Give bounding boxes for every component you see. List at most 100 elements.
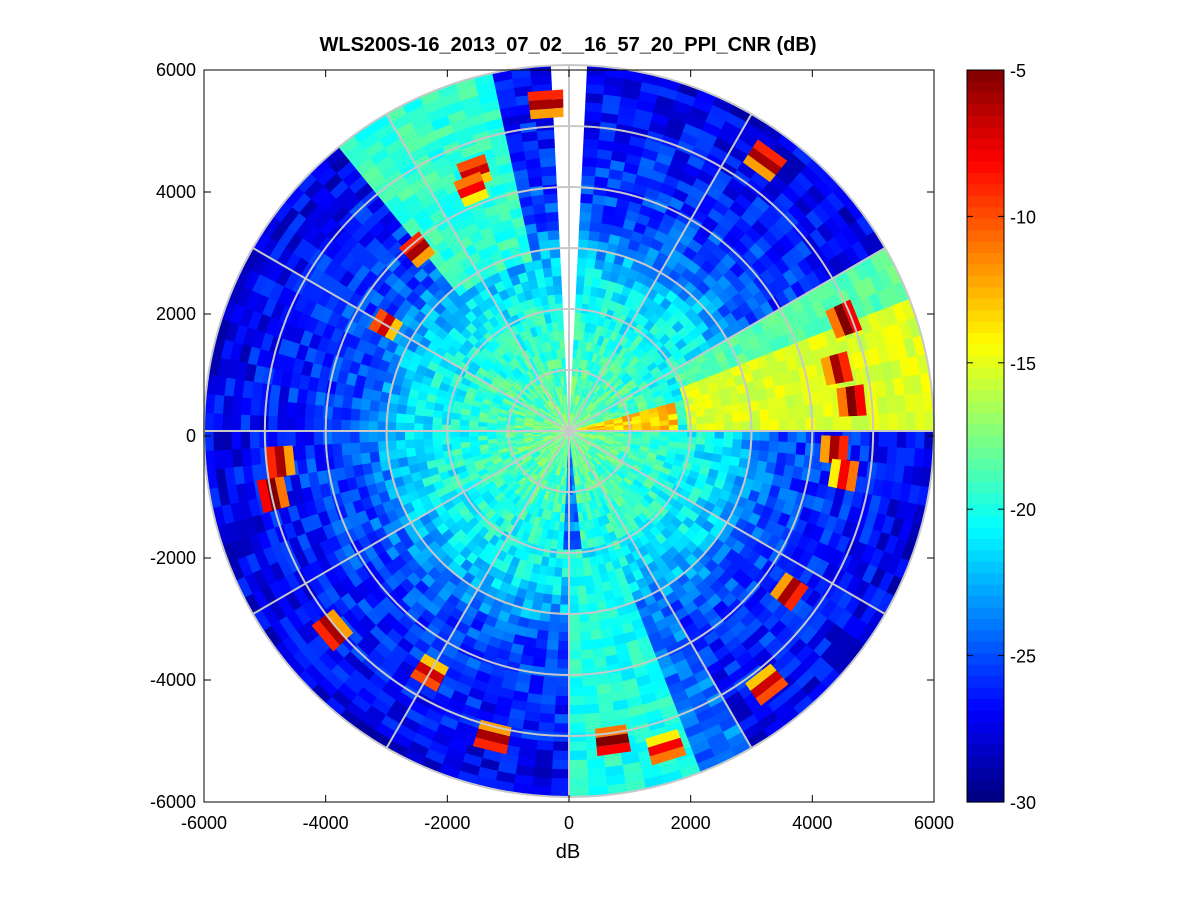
data-cell	[259, 564, 277, 586]
colorbar-segment	[967, 538, 1004, 551]
data-cell	[876, 247, 895, 270]
data-cell	[857, 460, 869, 480]
data-cell	[836, 250, 855, 272]
data-cell	[463, 695, 483, 710]
data-cell	[487, 484, 499, 495]
data-cell	[352, 384, 365, 399]
data-cell	[639, 352, 651, 365]
data-cell	[588, 392, 597, 402]
hard-target-echo	[845, 460, 860, 492]
data-cell	[338, 134, 361, 155]
data-cell	[390, 383, 402, 396]
data-cell	[625, 397, 636, 406]
data-cell	[415, 398, 427, 409]
data-cell	[587, 471, 595, 482]
data-cell	[534, 466, 543, 476]
data-cell	[889, 481, 903, 503]
data-cell	[505, 390, 516, 400]
data-cell	[515, 177, 532, 190]
data-cell	[552, 275, 562, 286]
data-cell	[524, 438, 534, 444]
data-cell	[541, 426, 552, 430]
data-cell	[844, 575, 863, 597]
data-cell	[575, 567, 585, 578]
data-cell	[514, 587, 527, 600]
data-cell	[582, 285, 593, 296]
data-cell	[604, 434, 615, 439]
data-cell	[535, 497, 544, 509]
data-cell	[653, 618, 670, 633]
data-cell	[711, 398, 723, 409]
data-cell	[704, 415, 716, 425]
data-cell	[506, 236, 520, 249]
data-cell	[571, 394, 575, 405]
data-cell	[709, 145, 730, 163]
data-cell	[627, 382, 639, 392]
data-cell	[557, 530, 565, 541]
data-cell	[525, 442, 536, 448]
data-cell	[517, 463, 527, 472]
data-cell	[537, 230, 550, 242]
data-cell	[530, 776, 552, 788]
data-cell	[354, 474, 367, 489]
data-cell	[379, 459, 391, 472]
data-cell	[418, 715, 440, 733]
data-cell	[622, 476, 634, 487]
data-cell	[359, 451, 372, 465]
data-cell	[554, 474, 560, 485]
data-cell	[455, 76, 478, 93]
data-cell	[904, 393, 916, 415]
data-cell	[399, 464, 411, 477]
data-cell	[249, 446, 261, 466]
data-cell	[632, 373, 644, 383]
data-cell	[639, 384, 651, 394]
data-cell	[782, 464, 795, 480]
data-cell	[609, 405, 620, 413]
data-cell	[713, 414, 725, 424]
data-cell	[514, 419, 525, 424]
data-cell	[724, 376, 737, 389]
data-cell	[543, 193, 558, 204]
data-cell	[602, 504, 611, 515]
data-cell	[462, 480, 475, 491]
data-cell	[354, 661, 375, 681]
data-cell	[391, 224, 409, 242]
data-cell	[509, 525, 520, 538]
data-cell	[578, 330, 585, 341]
data-cell	[499, 171, 517, 184]
data-cell	[302, 222, 322, 244]
data-cell	[473, 72, 496, 87]
data-cell	[517, 364, 527, 375]
hard-target-echo	[777, 577, 802, 606]
data-cell	[578, 445, 586, 455]
data-cell	[578, 220, 592, 232]
data-cell	[586, 432, 597, 436]
data-cell	[893, 281, 911, 305]
data-cell	[576, 576, 586, 587]
data-cell	[549, 473, 556, 484]
data-cell	[575, 395, 581, 406]
data-cell	[605, 349, 615, 360]
data-cell	[547, 501, 555, 512]
data-cell	[459, 424, 470, 432]
data-cell	[386, 439, 397, 451]
data-cell	[620, 227, 635, 240]
data-cell	[603, 440, 614, 446]
data-cell	[395, 439, 406, 450]
data-cell	[512, 282, 525, 295]
data-cell	[683, 528, 698, 542]
data-cell	[541, 460, 550, 470]
data-cell	[531, 401, 541, 410]
data-cell	[594, 353, 603, 365]
data-cell	[344, 141, 367, 162]
data-cell	[666, 475, 678, 486]
data-cell	[604, 598, 617, 611]
data-cell	[593, 384, 602, 395]
data-cell	[913, 448, 925, 470]
data-cell	[545, 285, 556, 296]
data-cell	[484, 371, 496, 382]
data-cell	[539, 372, 547, 383]
data-cell	[620, 761, 643, 775]
data-cell	[361, 386, 373, 401]
data-cell	[588, 555, 598, 567]
